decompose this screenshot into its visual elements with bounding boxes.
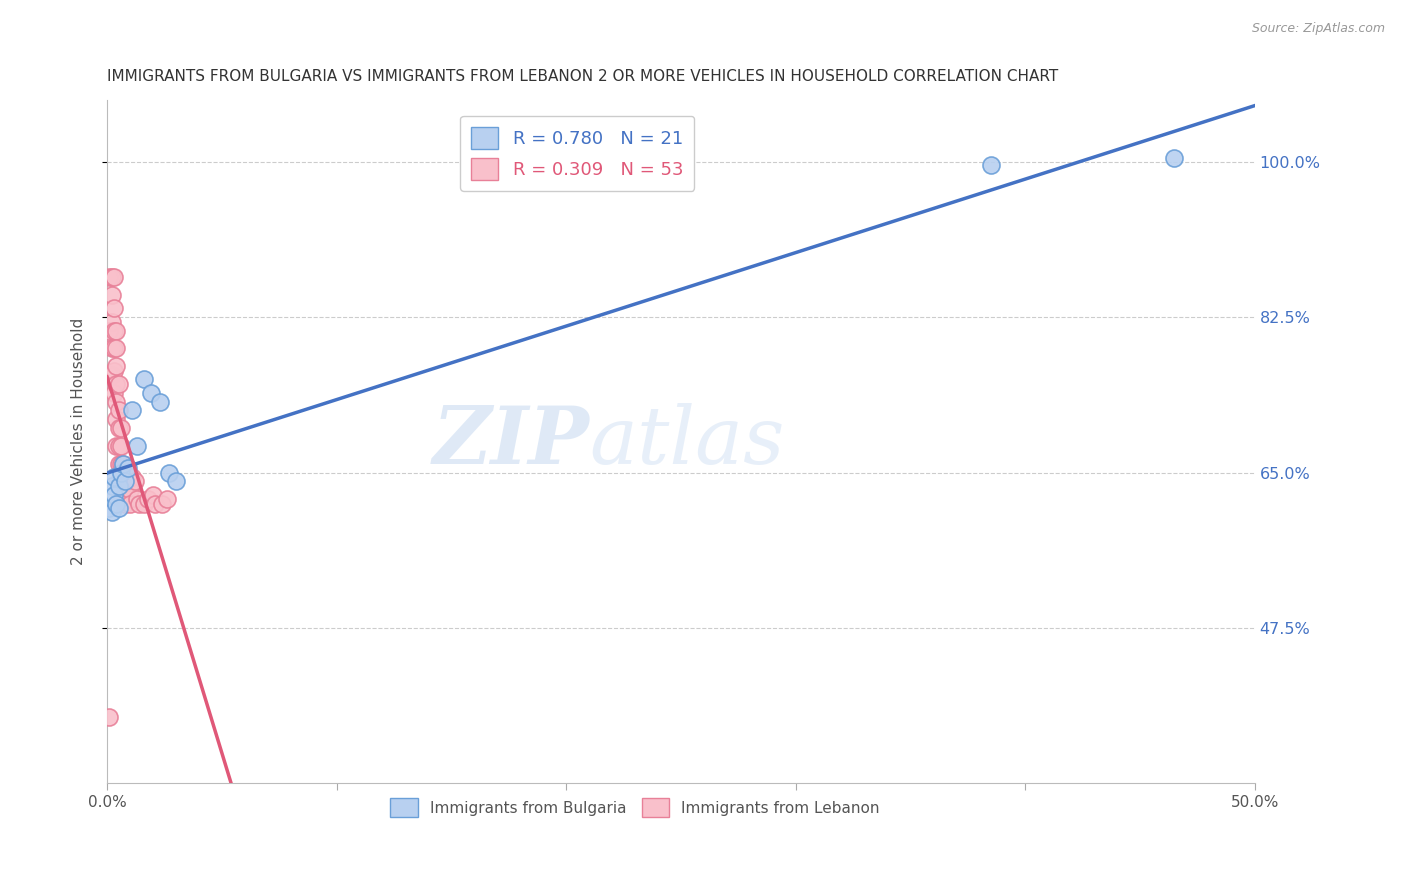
Point (105, 359, 128, 373)
Point (110, 457, 132, 471)
Point (110, 475, 132, 489)
Text: IMMIGRANTS FROM BULGARIA VS IMMIGRANTS FROM LEBANON 2 OR MORE VEHICLES IN HOUSEH: IMMIGRANTS FROM BULGARIA VS IMMIGRANTS F… (107, 69, 1059, 84)
Point (103, 363, 125, 377)
Point (139, 385, 162, 400)
Point (107, 376, 129, 391)
Point (114, 466, 136, 480)
Point (112, 457, 135, 471)
Point (125, 439, 148, 453)
Point (103, 270, 125, 285)
Point (107, 475, 129, 489)
Point (107, 501, 129, 516)
Point (100, 270, 122, 285)
Point (107, 403, 129, 417)
Text: ZIP: ZIP (432, 403, 589, 480)
Point (105, 342, 128, 356)
Legend: Immigrants from Bulgaria, Immigrants from Lebanon: Immigrants from Bulgaria, Immigrants fro… (384, 792, 886, 823)
Point (125, 492, 148, 507)
Point (107, 457, 129, 471)
Point (110, 421, 132, 435)
Point (117, 461, 139, 475)
Point (128, 497, 150, 511)
Point (105, 394, 128, 409)
Point (103, 324, 125, 338)
Point (112, 475, 135, 489)
Point (103, 488, 125, 502)
Point (132, 372, 155, 386)
Text: atlas: atlas (589, 403, 785, 480)
Text: Source: ZipAtlas.com: Source: ZipAtlas.com (1251, 22, 1385, 36)
Point (107, 439, 129, 453)
Point (98, 709, 121, 723)
Point (980, 158, 1002, 172)
Point (114, 479, 136, 493)
Point (105, 412, 128, 426)
Point (98, 501, 121, 516)
Point (100, 288, 122, 302)
Point (103, 385, 125, 400)
Point (110, 439, 132, 453)
Point (105, 439, 128, 453)
Point (118, 497, 141, 511)
Point (98, 368, 121, 382)
Y-axis label: 2 or more Vehicles in Household: 2 or more Vehicles in Household (72, 318, 86, 566)
Point (114, 475, 136, 489)
Point (110, 492, 132, 507)
Point (107, 479, 129, 493)
Point (121, 403, 143, 417)
Point (138, 492, 160, 507)
Point (1163, 151, 1185, 165)
Point (143, 497, 166, 511)
Point (121, 470, 143, 484)
Point (103, 470, 125, 484)
Point (100, 368, 122, 382)
Point (156, 492, 179, 507)
Point (110, 466, 132, 480)
Point (103, 342, 125, 356)
Point (100, 506, 122, 520)
Point (117, 475, 139, 489)
Point (132, 497, 155, 511)
Point (105, 376, 128, 391)
Point (157, 466, 180, 480)
Point (100, 479, 122, 493)
Point (100, 342, 122, 356)
Point (114, 497, 136, 511)
Point (105, 324, 128, 338)
Point (150, 497, 173, 511)
Point (98, 270, 121, 285)
Point (142, 488, 165, 502)
Point (105, 497, 128, 511)
Point (112, 492, 135, 507)
Point (107, 421, 129, 435)
Point (124, 475, 146, 489)
Point (165, 475, 187, 489)
Point (100, 315, 122, 329)
Point (117, 492, 139, 507)
Point (112, 457, 135, 471)
Point (98, 324, 121, 338)
Point (118, 483, 141, 498)
Point (103, 301, 125, 316)
Point (149, 394, 172, 409)
